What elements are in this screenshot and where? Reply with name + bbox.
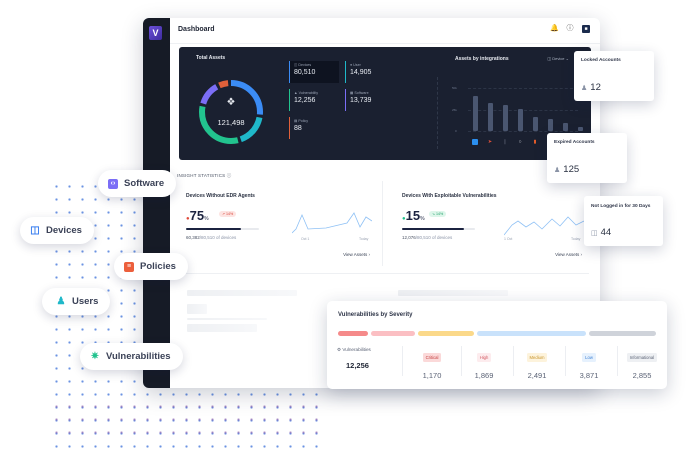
bar[interactable] — [488, 103, 493, 131]
policy-icon: ▤ — [294, 119, 299, 123]
pill-software[interactable]: ‹› Software — [98, 170, 177, 197]
software-icon: ‹› — [108, 178, 118, 189]
stat-software[interactable]: ▦ Software 13,739 — [345, 89, 395, 111]
severity-high[interactable]: High 1,869 — [474, 353, 494, 380]
total-assets-title: Total Assets — [196, 55, 226, 61]
insight-statistics-label: INSIGHT STATISTICS ⓘ — [177, 173, 232, 178]
severity-critical[interactable]: Critical 1,170 — [422, 353, 442, 380]
dashboard-window: V Dashboard 🔔 ⓘ ■ Total Assets ❖ 121,498… — [143, 18, 600, 388]
not-logged-in-card[interactable]: Not Logged in for 30 Days ◫ 44 — [584, 196, 663, 246]
page-title: Dashboard — [178, 26, 215, 33]
severity-title: Vulnerabilities by Severity — [338, 312, 413, 318]
progress-bar — [186, 228, 259, 230]
skeleton-loader — [187, 324, 257, 332]
devices-icon: ◫ — [294, 63, 299, 67]
total-assets-count: 121,498 — [217, 118, 245, 127]
insight-card-edr: Devices Without EDR Agents ●75% ↗ 14% 60… — [177, 181, 383, 266]
pill-users[interactable]: ♟ Users — [42, 288, 111, 315]
skeleton-loader — [398, 290, 508, 296]
severity-informational[interactable]: Informational 2,855 — [619, 346, 665, 380]
top-bar: Dashboard 🔔 ⓘ ■ — [170, 18, 600, 44]
pill-vulnerabilities[interactable]: ✷ Vulnerabilities — [80, 343, 183, 370]
locked-accounts-card[interactable]: Locked Accounts ♟ 12 — [574, 51, 654, 101]
pill-policies[interactable]: ≡ Policies — [114, 253, 188, 280]
user-menu-icon[interactable]: ■ — [582, 25, 590, 33]
total-assets-donut — [199, 80, 263, 144]
bug-icon: ▲ — [294, 91, 299, 95]
crowdstrike-icon: ➤ — [487, 139, 493, 145]
sparkline-chart — [504, 216, 584, 236]
total-assets-panel: Total Assets ❖ 121,498 ◫ Devices 80,510 … — [179, 47, 591, 160]
windows-icon — [472, 139, 478, 145]
stat-vulnerability[interactable]: ▲ Vulnerability 12,256 — [289, 89, 339, 111]
stat-user[interactable]: ● User 14,905 — [345, 61, 395, 83]
exploitable-percentage: ●15% — [402, 208, 425, 223]
vulnerabilities-by-severity-card: Vulnerabilities by Severity ⚙ Vulnerabil… — [327, 301, 667, 389]
users-icon: ♟ — [554, 166, 561, 174]
severity-low[interactable]: Low 3,871 — [579, 353, 599, 380]
bar[interactable] — [473, 96, 478, 131]
bar[interactable] — [563, 123, 568, 131]
severity-medium[interactable]: Medium 2,491 — [526, 353, 548, 380]
insight-card-exploitable: Devices With Exploitable Vulnerabilities… — [388, 181, 594, 266]
severity-bar-low[interactable] — [477, 331, 586, 336]
bar[interactable] — [578, 127, 583, 131]
view-assets-link[interactable]: View Assets › — [555, 252, 582, 257]
trend-badge: ↘ 14% — [429, 211, 447, 217]
expired-accounts-card[interactable]: Expired Accounts ♟ 125 — [547, 133, 627, 183]
sidebar-rail: V — [143, 18, 170, 388]
software-icon: ▦ — [350, 91, 355, 95]
bug-icon: ⚙ — [337, 347, 343, 352]
vulnerabilities-total: ⚙ Vulnerabilities 12,256 — [337, 347, 371, 370]
bar[interactable] — [503, 105, 508, 131]
device-filter-dropdown[interactable]: ◫ Device ⌄ — [547, 56, 569, 61]
progress-bar — [402, 228, 475, 230]
users-icon: ♟ — [581, 84, 588, 92]
view-assets-link[interactable]: View Assets › — [343, 252, 370, 257]
app-logo[interactable]: V — [149, 26, 162, 40]
integrations-title: Assets by integrations — [455, 56, 509, 62]
skeleton-loader — [187, 304, 207, 314]
bar[interactable] — [533, 117, 538, 131]
stat-policy[interactable]: ▤ Policy 88 — [289, 117, 339, 139]
users-icon: ♟ — [56, 295, 66, 307]
severity-bar-high[interactable] — [371, 331, 415, 336]
severity-bar-informational[interactable] — [589, 331, 656, 336]
okta-icon: ○ — [518, 139, 522, 145]
devices-icon: ◫ — [30, 224, 40, 236]
integrations-bar-chart: 50k 25k 0 ➤ ❘ ○ ▮ ◉ ● — [437, 77, 585, 149]
chevron-down-icon: ⌄ — [565, 56, 569, 61]
sparkline-chart — [292, 212, 372, 234]
dot-pattern-bottom — [50, 400, 320, 440]
jamf-icon: ❘ — [502, 139, 508, 145]
bar[interactable] — [548, 119, 553, 131]
skeleton-loader — [187, 318, 267, 320]
devices-icon: ◫ — [591, 229, 598, 237]
trend-badge: ↗ 14% — [219, 211, 237, 217]
intune-icon: ▮ — [533, 139, 537, 145]
devices-icon: ◫ — [547, 56, 552, 61]
stat-devices[interactable]: ◫ Devices 80,510 — [289, 61, 339, 83]
bug-icon: ✷ — [90, 350, 100, 362]
nodes-icon: ❖ — [226, 97, 236, 108]
severity-bar-critical[interactable] — [338, 331, 368, 336]
pill-devices[interactable]: ◫ Devices — [20, 217, 94, 244]
severity-bar-medium[interactable] — [418, 331, 474, 336]
skeleton-loader — [187, 290, 297, 296]
bell-icon[interactable]: 🔔 — [550, 25, 559, 32]
policy-icon: ≡ — [124, 261, 134, 272]
edr-percentage: ●75% — [186, 208, 209, 223]
bar[interactable] — [518, 109, 523, 131]
users-icon: ● — [350, 63, 354, 67]
help-icon[interactable]: ⓘ — [566, 25, 574, 32]
